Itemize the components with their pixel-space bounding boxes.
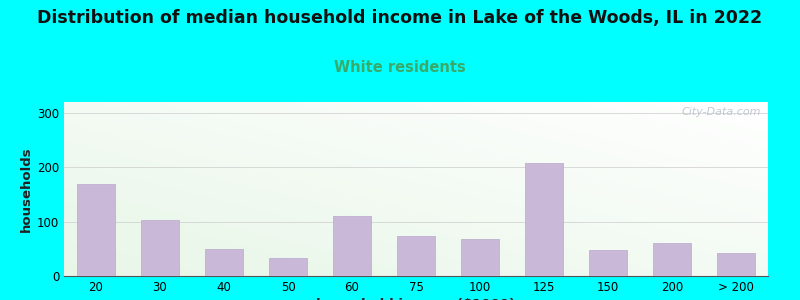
Bar bbox=[333, 216, 371, 276]
Text: Distribution of median household income in Lake of the Woods, IL in 2022: Distribution of median household income … bbox=[38, 9, 762, 27]
Y-axis label: households: households bbox=[20, 146, 33, 232]
X-axis label: household income ($1000): household income ($1000) bbox=[317, 298, 515, 300]
Bar bbox=[269, 258, 307, 276]
Bar bbox=[141, 220, 179, 276]
Bar bbox=[461, 239, 499, 276]
Text: White residents: White residents bbox=[334, 60, 466, 75]
Bar bbox=[717, 253, 755, 276]
Bar bbox=[525, 163, 563, 276]
Text: City-Data.com: City-Data.com bbox=[682, 107, 761, 117]
Bar bbox=[653, 243, 691, 276]
Bar bbox=[589, 250, 627, 276]
Bar bbox=[397, 236, 435, 276]
Bar bbox=[205, 249, 243, 276]
Bar bbox=[77, 184, 115, 276]
